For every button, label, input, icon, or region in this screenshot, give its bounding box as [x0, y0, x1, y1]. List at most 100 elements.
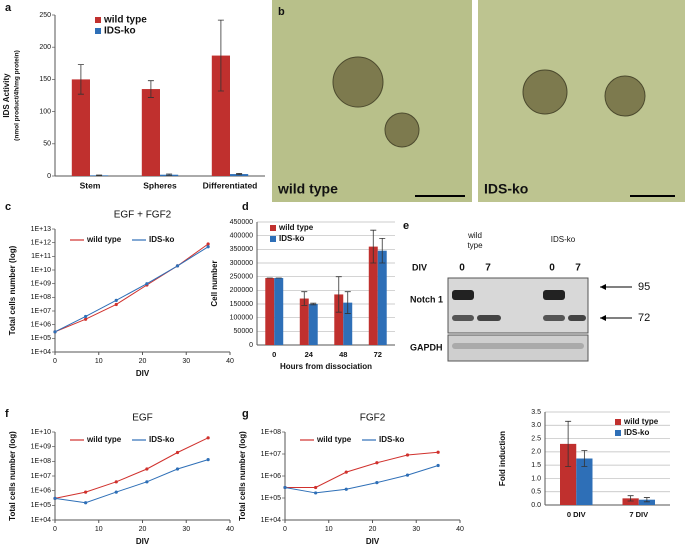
series-line [54, 243, 209, 333]
x-tick-label: 0 [283, 526, 287, 533]
legend-label: IDS-ko [149, 435, 174, 444]
x-tick-label: 40 [226, 358, 234, 365]
y-tick-label: 1E+12 [31, 240, 52, 247]
error-bar [344, 291, 351, 314]
x-tick-label: 20 [369, 526, 377, 533]
bar [368, 246, 378, 345]
legend-label: wild type [103, 15, 147, 26]
legend-swatch [270, 225, 276, 231]
panel-letter: e [403, 220, 409, 232]
x-tick-label: 0 DIV [567, 510, 586, 519]
error-bar [236, 173, 243, 176]
y-tick-label: 3.5 [531, 409, 541, 416]
y-tick-label: 0 [47, 173, 51, 180]
y-tick-label: 1E+07 [261, 451, 282, 458]
x-tick-label: Stem [80, 180, 101, 190]
point [114, 490, 118, 494]
point [114, 302, 118, 307]
point [344, 470, 348, 474]
x-tick-label: 7 DIV [629, 510, 648, 519]
error-bar [643, 497, 650, 503]
y-tick-label: 250 [39, 12, 51, 19]
point [405, 453, 410, 457]
arrowhead [600, 315, 606, 321]
point [84, 314, 88, 319]
lane-label: 7 [485, 263, 491, 274]
sphere [604, 75, 646, 117]
band [452, 343, 584, 349]
y-tick-label: 1E+05 [31, 502, 52, 509]
error-bar [96, 174, 103, 177]
x-tick-label: 72 [374, 350, 382, 359]
y-tick-label: 1E+06 [31, 322, 52, 329]
legend-label: IDS-ko [624, 428, 649, 437]
error-bar [379, 238, 386, 264]
error-bar [310, 302, 317, 306]
chart-title: EGF + FGF2 [114, 210, 172, 221]
y-tick-label: 1E+09 [31, 444, 52, 451]
bar [560, 443, 577, 505]
y-tick-label: 1.5 [531, 462, 541, 469]
bar [274, 278, 284, 345]
point [375, 461, 379, 465]
x-tick-label: 40 [226, 526, 234, 533]
error-bar [335, 276, 342, 313]
panel-letter: g [242, 408, 249, 420]
y-tick-label: 100000 [230, 315, 253, 322]
y-tick-label: 50000 [234, 328, 254, 335]
y-tick-label: 200 [39, 44, 51, 51]
point [53, 496, 57, 500]
band [452, 290, 474, 300]
y-tick-label: 1E+06 [261, 473, 282, 480]
chart-title: FGF2 [360, 413, 386, 424]
x-tick-label: 30 [412, 526, 420, 533]
error-bar [166, 173, 173, 176]
y-tick-label: 1E+08 [261, 429, 282, 436]
point [206, 458, 210, 462]
row-label: DIV [412, 262, 427, 272]
series-line [285, 451, 439, 489]
band [543, 290, 565, 300]
x-tick-label: 30 [182, 358, 190, 365]
image-label: IDS-ko [484, 181, 528, 197]
legend-swatch [615, 419, 621, 425]
point [375, 481, 379, 485]
legend-label: wild type [278, 223, 314, 232]
y-tick-label: 1E+09 [31, 281, 52, 288]
point [405, 473, 410, 477]
point [175, 450, 180, 455]
bar [308, 304, 318, 345]
y-tick-label: 50 [43, 141, 51, 148]
y-tick-label: 0.5 [531, 489, 541, 496]
y-tick-label: 400000 [230, 233, 253, 240]
bar [265, 278, 275, 345]
x-axis-label: DIV [136, 537, 150, 546]
point [206, 436, 210, 440]
y-tick-label: 100 [39, 108, 51, 115]
x-tick-label: 20 [139, 526, 147, 533]
sphere [332, 56, 384, 108]
lane-label: 7 [575, 263, 581, 274]
legend-swatch [95, 17, 101, 23]
point [84, 501, 88, 505]
y-axis-sublabel: (nmol product/4h/mg protein) [14, 50, 21, 141]
y-tick-label: 0 [249, 342, 253, 349]
y-tick-label: 0.0 [531, 502, 541, 509]
y-axis-label: Cell number [210, 260, 219, 306]
point [84, 317, 88, 321]
x-tick-label: 0 [53, 526, 57, 533]
y-tick-label: 1E+08 [31, 294, 52, 301]
band [543, 315, 565, 321]
y-tick-label: 150000 [230, 301, 253, 308]
y-tick-label: 1.0 [531, 475, 541, 482]
point [436, 450, 440, 454]
y-tick-label: 450000 [230, 219, 253, 226]
x-tick-label: 40 [456, 526, 464, 533]
error-bar [217, 19, 224, 92]
lane-label: 0 [549, 263, 555, 274]
error-bar [565, 420, 572, 467]
legend-label: IDS-ko [379, 435, 404, 444]
point [206, 245, 210, 249]
y-tick-label: 1E+08 [31, 458, 52, 465]
